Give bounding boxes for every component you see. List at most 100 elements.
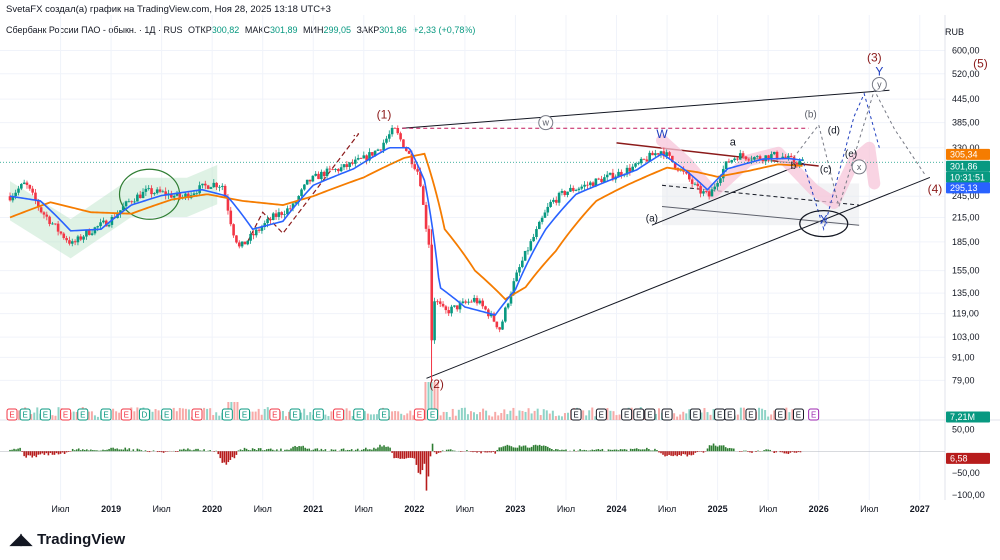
- candle-body: [453, 305, 456, 307]
- candle-body: [320, 171, 323, 180]
- candle-body: [450, 306, 453, 314]
- wave-label-circled-x: x: [857, 162, 862, 172]
- volume-bar: [472, 412, 475, 420]
- volume-bar: [682, 411, 685, 420]
- candle-body: [342, 164, 346, 168]
- x-tick: Июл: [860, 504, 878, 514]
- event-marker: [19, 408, 31, 421]
- candle-body: [396, 127, 400, 134]
- event-marker: [792, 408, 804, 421]
- event-marker-text: E: [664, 411, 669, 420]
- volume-bar: [439, 415, 442, 420]
- candle-body: [303, 184, 306, 190]
- osc-tick: 50,00: [952, 424, 975, 434]
- candle-body: [637, 163, 640, 165]
- volume-bar: [503, 409, 506, 420]
- volume-bar: [409, 410, 412, 420]
- wave-label-e-paren: (e): [845, 149, 857, 160]
- volume-bar: [524, 411, 527, 420]
- volume-bar: [324, 414, 327, 420]
- candle-body: [475, 297, 479, 304]
- event-marker: [353, 408, 365, 421]
- candle-body: [385, 138, 388, 143]
- candle-body: [421, 186, 425, 205]
- y-tick: 600,00: [952, 45, 980, 55]
- candle-body: [382, 142, 385, 151]
- candle-body: [498, 327, 501, 330]
- volume-bar: [348, 410, 351, 420]
- candle-body: [597, 178, 601, 180]
- candle-body: [246, 240, 250, 245]
- y-tick: 245,00: [952, 191, 980, 201]
- candle-body: [617, 171, 620, 177]
- candle-body: [260, 227, 264, 231]
- event-marker-text: E: [63, 411, 68, 420]
- candle-body: [716, 183, 719, 187]
- y-tick: 385,00: [952, 118, 980, 128]
- candle-body: [73, 241, 77, 243]
- tag-ma-fast-bg: [946, 148, 990, 160]
- tag-close-bg: [946, 160, 990, 172]
- time-axis: Июл 2019 Июл 2020 Июл 2021 Июл 2022 Июл 2023 Июл 20…: [51, 504, 929, 514]
- candle-body: [187, 193, 190, 199]
- volume-bar: [330, 411, 333, 420]
- currency-label[interactable]: RUB: [944, 27, 964, 37]
- close-value: 301,86: [379, 25, 407, 35]
- wave-labels: (1) (2) (3) (4) (5) a b (a) (b) (c) (d) (e) W X Yw x y: [377, 51, 988, 391]
- wave-circle: [851, 159, 867, 175]
- price-series: [0, 125, 945, 383]
- tradingview-logo[interactable]: ◢◣ TradingView: [10, 530, 125, 549]
- candle-body: [328, 168, 332, 170]
- volume-bar: [591, 407, 594, 420]
- volume-bar: [679, 414, 682, 420]
- candle-body: [560, 191, 564, 193]
- event-marker-text: E: [22, 411, 27, 420]
- y-tick: 520,00: [952, 69, 980, 79]
- candle-body: [232, 224, 235, 236]
- event-marker-text: E: [43, 411, 48, 420]
- event-marker-text: E: [103, 411, 108, 420]
- candle-body: [334, 168, 337, 170]
- candle-body: [25, 182, 29, 185]
- candle-body: [467, 301, 470, 303]
- event-marker: [312, 408, 324, 421]
- candle-body: [704, 191, 708, 192]
- volume-bar: [115, 411, 118, 420]
- event-marker-text: E: [381, 411, 386, 420]
- box-bottom-line: [661, 205, 860, 226]
- volume-bar: [545, 410, 548, 420]
- candle-body: [557, 192, 561, 203]
- candle-body: [175, 192, 179, 196]
- forecast-path: [793, 88, 926, 209]
- candle-body: [523, 250, 527, 261]
- candle-body: [158, 189, 162, 192]
- candle-body: [8, 196, 12, 201]
- candle-body: [283, 214, 286, 216]
- volume-bar: [709, 414, 712, 420]
- volume-bar: [403, 415, 406, 420]
- event-marker: [689, 408, 701, 421]
- candle-body: [659, 151, 663, 155]
- volume-bar: [257, 408, 260, 420]
- volume-bar: [673, 413, 676, 420]
- volume-bar: [154, 409, 157, 420]
- candle-body: [639, 158, 643, 164]
- candle-body: [37, 200, 40, 208]
- candle-body: [464, 301, 467, 303]
- volume-bar: [506, 414, 509, 420]
- event-marker-text: E: [748, 411, 753, 420]
- wave-label-c-paren: (c): [820, 165, 832, 176]
- volume-bar: [482, 408, 485, 420]
- volume-bar: [75, 411, 78, 420]
- candle-body: [781, 156, 785, 159]
- wave-label-circled-y: y: [877, 79, 882, 89]
- candle-body: [17, 188, 20, 193]
- event-marker-text: E: [80, 411, 85, 420]
- y-tick: 79,00: [952, 375, 975, 385]
- candle-body: [410, 153, 414, 165]
- volume-bar: [609, 410, 612, 420]
- volume-bar: [96, 416, 99, 420]
- candle-body: [147, 188, 150, 189]
